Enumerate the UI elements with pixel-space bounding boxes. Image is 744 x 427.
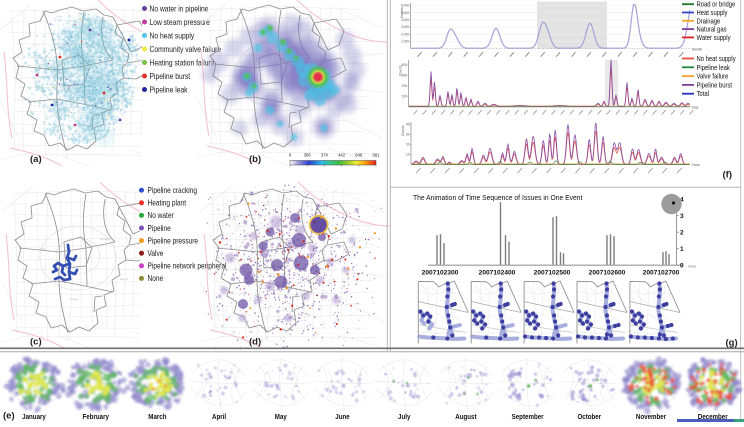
svg-text:January: January — [22, 414, 46, 422]
svg-text:Fengt: Fengt — [120, 277, 128, 281]
svg-text:Pipeline leak: Pipeline leak — [697, 64, 731, 72]
svg-text:None: None — [148, 274, 164, 284]
svg-text:Low steam pressure: Low steam pressure — [150, 17, 210, 27]
svg-text:Day: Day — [692, 106, 699, 110]
svg-text:20: 20 — [406, 143, 410, 147]
svg-text:2,000: 2,000 — [401, 32, 409, 36]
svg-text:Heating station failure: Heating station failure — [150, 58, 215, 68]
svg-text:Month: Month — [692, 48, 702, 52]
svg-text:(c): (c) — [30, 337, 42, 348]
svg-text:Hour: Hour — [688, 265, 697, 269]
svg-text:Road or bridge: Road or bridge — [697, 1, 736, 9]
svg-text:1: 1 — [680, 246, 684, 253]
svg-text:Drainage: Drainage — [697, 18, 721, 26]
svg-text:Pipeline: Pipeline — [148, 223, 171, 233]
svg-text:2007102600: 2007102600 — [589, 270, 626, 277]
svg-text:1,000: 1,000 — [401, 40, 409, 44]
svg-text:(a): (a) — [30, 154, 42, 165]
svg-text:Valve: Valve — [148, 248, 164, 258]
svg-text:Valve failure: Valve failure — [697, 73, 729, 81]
svg-text:February: February — [82, 414, 109, 422]
svg-text:Pipeline pressure: Pipeline pressure — [148, 236, 199, 246]
svg-text:Heating plant: Heating plant — [148, 198, 187, 208]
svg-text:Pipeline burst: Pipeline burst — [697, 82, 733, 90]
svg-text:Natural gas: Natural gas — [697, 26, 727, 34]
svg-text:The Animation of Time Sequence: The Animation of Time Sequence of Issues… — [413, 193, 582, 203]
svg-text:No heat supply: No heat supply — [697, 56, 737, 64]
svg-text:(b): (b) — [249, 154, 261, 165]
svg-text:Pipeline cracking: Pipeline cracking — [148, 185, 197, 195]
svg-text:442: 442 — [338, 153, 346, 158]
svg-text:Dongch: Dongch — [100, 237, 111, 241]
svg-text:No water in pipeline: No water in pipeline — [150, 4, 209, 14]
svg-text:40: 40 — [406, 123, 410, 127]
svg-text:(g): (g) — [726, 338, 738, 349]
svg-text:Counts: Counts — [400, 7, 404, 18]
svg-text:200: 200 — [402, 84, 408, 88]
svg-text:Heat supply: Heat supply — [697, 10, 729, 18]
svg-text:300: 300 — [402, 74, 408, 78]
svg-text:Water supply: Water supply — [697, 34, 732, 42]
svg-text:Xich.: Xich. — [40, 247, 47, 251]
svg-text:646: 646 — [355, 153, 363, 158]
svg-text:Hour: Hour — [692, 163, 701, 167]
svg-text:2007102500: 2007102500 — [534, 270, 571, 277]
svg-text:Counts: Counts — [401, 125, 405, 136]
svg-text:No heat supply: No heat supply — [150, 31, 195, 41]
svg-text:0: 0 — [680, 263, 684, 270]
svg-text:2007102400: 2007102400 — [479, 270, 516, 277]
svg-text:Community valve failure: Community valve failure — [150, 44, 222, 54]
svg-text:10: 10 — [406, 153, 410, 157]
svg-text:400: 400 — [402, 63, 408, 67]
svg-text:306: 306 — [304, 153, 312, 158]
svg-text:30: 30 — [406, 133, 410, 137]
svg-text:2: 2 — [680, 230, 684, 237]
svg-text:No water: No water — [148, 211, 175, 221]
svg-text:2007102300: 2007102300 — [422, 270, 459, 277]
svg-text:Total: Total — [697, 91, 709, 99]
svg-text:3,000: 3,000 — [401, 25, 409, 29]
svg-text:Counts: Counts — [399, 65, 403, 76]
svg-text:Pipeline burst: Pipeline burst — [150, 71, 191, 81]
svg-text:100: 100 — [402, 95, 408, 99]
svg-text:3: 3 — [680, 213, 684, 220]
svg-text:681: 681 — [373, 153, 381, 158]
svg-text:374: 374 — [321, 153, 329, 158]
svg-text:2007102700: 2007102700 — [643, 270, 680, 277]
svg-text:Chaoy: Chaoy — [70, 297, 79, 301]
svg-text:6,000: 6,000 — [401, 4, 409, 8]
svg-text:(d): (d) — [249, 337, 261, 348]
svg-text:Pipeline leak: Pipeline leak — [150, 85, 188, 95]
svg-text:(f): (f) — [723, 170, 733, 181]
